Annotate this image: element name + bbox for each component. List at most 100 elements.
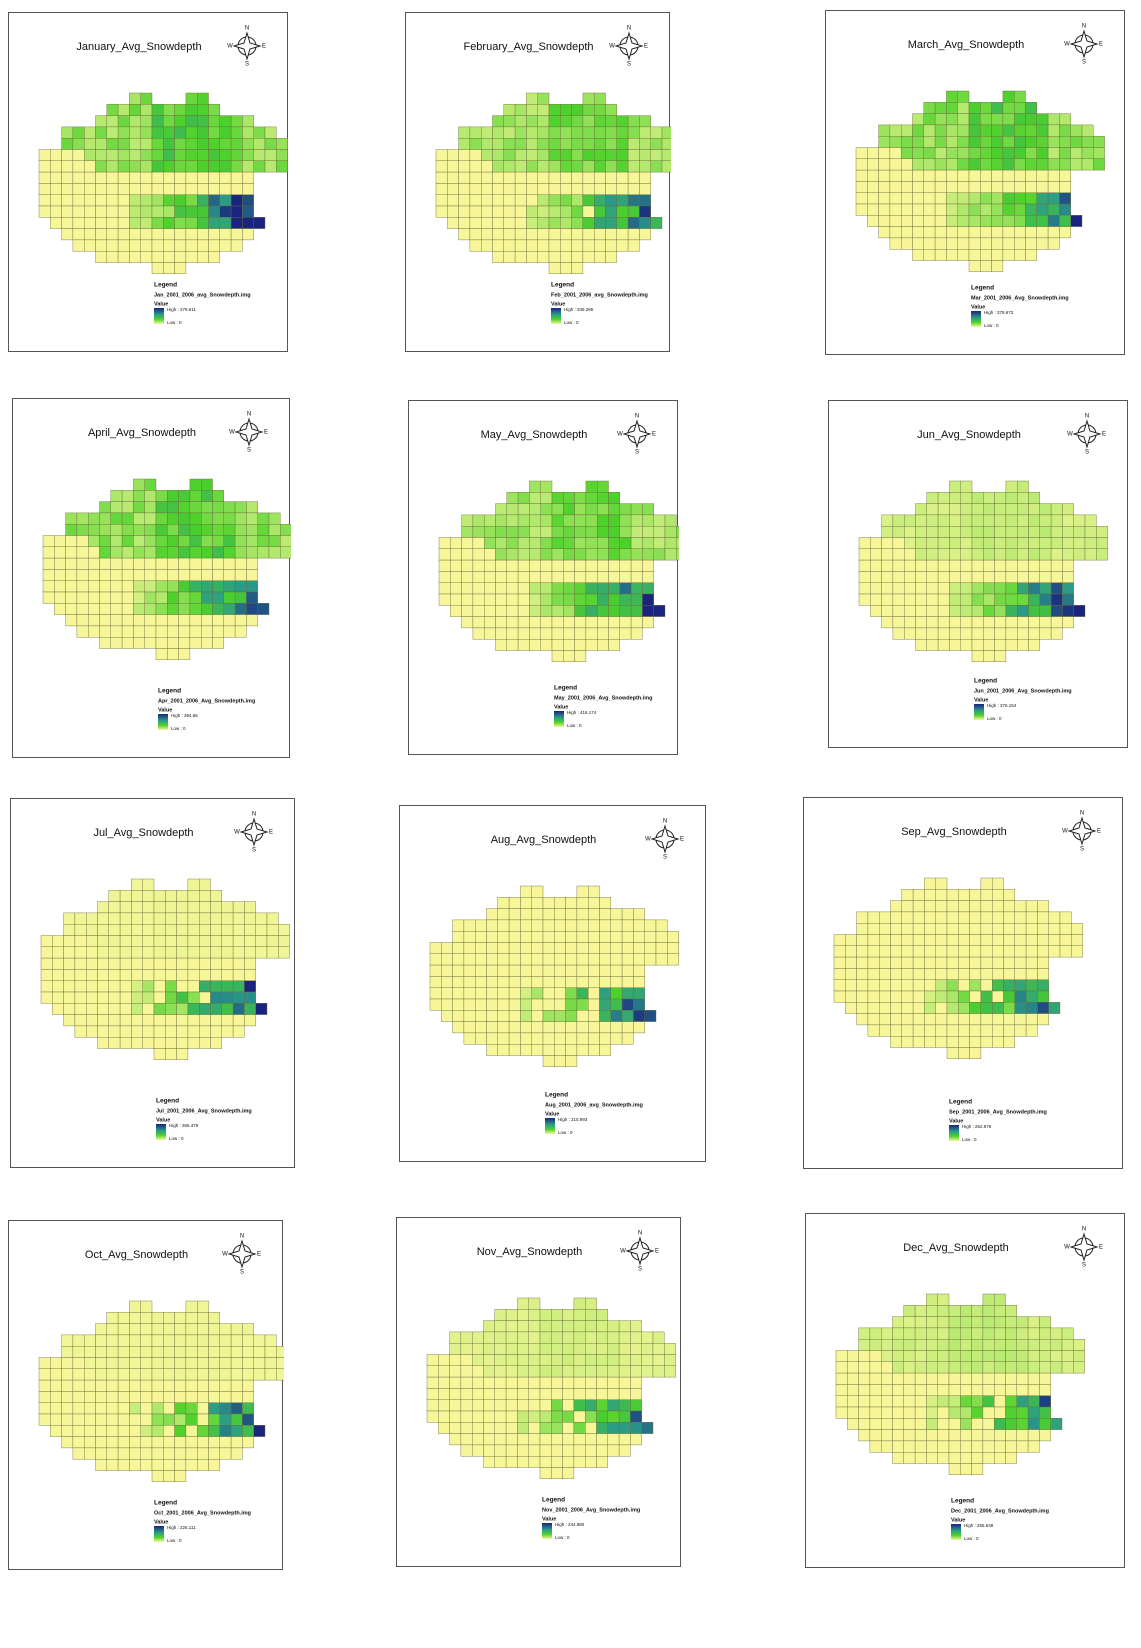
raster-cell bbox=[163, 1458, 175, 1471]
raster-cell bbox=[1039, 514, 1052, 527]
raster-cell bbox=[1002, 237, 1015, 250]
raster-cell bbox=[198, 1036, 211, 1049]
map-title: April_Avg_Snowdepth bbox=[88, 427, 196, 439]
raster-cell bbox=[926, 1293, 938, 1306]
raster-cell bbox=[1028, 559, 1041, 572]
raster-cell bbox=[627, 126, 640, 139]
raster-cell bbox=[560, 239, 572, 252]
map-panel: March_Avg_Snowdepth N S E W Legend Mar_2001_20… bbox=[825, 10, 1125, 355]
compass-star bbox=[614, 31, 644, 61]
raster-cell bbox=[618, 1388, 631, 1400]
raster-cell bbox=[563, 503, 575, 516]
raster-cell bbox=[924, 1024, 936, 1037]
raster-cell bbox=[106, 194, 119, 207]
raster-cell bbox=[189, 603, 202, 615]
raster-cell bbox=[969, 1024, 982, 1037]
raster-cell bbox=[551, 503, 564, 516]
raster-cell bbox=[949, 480, 961, 493]
raster-cell bbox=[517, 571, 530, 583]
raster-cell bbox=[517, 1354, 529, 1367]
raster-cell bbox=[198, 923, 211, 936]
raster-cell bbox=[208, 1357, 221, 1370]
raster-cell bbox=[878, 990, 891, 1003]
raster-cell bbox=[264, 1334, 277, 1347]
raster-cell bbox=[971, 1429, 984, 1442]
raster-cell bbox=[83, 1402, 96, 1415]
raster-cell bbox=[87, 546, 100, 559]
raster-cell bbox=[605, 239, 618, 252]
raster-cell bbox=[52, 935, 64, 948]
raster-cell bbox=[526, 171, 538, 184]
map-title: February_Avg_Snowdepth bbox=[463, 41, 593, 53]
raster-cell bbox=[993, 1384, 1006, 1396]
raster-cell bbox=[960, 514, 973, 527]
compass-w: W bbox=[1064, 42, 1070, 48]
raster-cell bbox=[469, 194, 482, 207]
raster-cell bbox=[438, 571, 451, 583]
raster-cell bbox=[610, 908, 623, 921]
raster-cell bbox=[655, 942, 668, 955]
raster-cell bbox=[937, 492, 950, 504]
raster-cell bbox=[619, 605, 632, 617]
raster-cell bbox=[140, 205, 153, 218]
raster-cell bbox=[212, 591, 225, 604]
raster-cell bbox=[630, 1422, 642, 1434]
raster-cell bbox=[219, 1447, 232, 1460]
raster-cell bbox=[50, 1357, 62, 1370]
raster-cell bbox=[232, 946, 245, 959]
raster-cell bbox=[596, 627, 609, 640]
raster-cell bbox=[1028, 503, 1041, 516]
raster-cell bbox=[1025, 102, 1038, 114]
raster-cell bbox=[892, 582, 905, 595]
raster-cell bbox=[994, 503, 1007, 516]
raster-cell bbox=[912, 215, 925, 227]
raster-cell bbox=[223, 546, 236, 559]
raster-cell bbox=[74, 1025, 87, 1038]
raster-cell bbox=[63, 1003, 76, 1015]
raster-cell bbox=[99, 501, 112, 514]
raster-cell bbox=[958, 1013, 970, 1026]
raster-cell bbox=[1005, 627, 1018, 640]
raster-cell bbox=[517, 1365, 529, 1378]
raster-cell bbox=[639, 137, 651, 150]
raster-cell bbox=[106, 149, 119, 162]
raster-cell bbox=[174, 1458, 187, 1471]
raster-cell bbox=[212, 501, 225, 514]
raster-cell bbox=[618, 1433, 631, 1446]
raster-cell bbox=[483, 616, 496, 629]
raster-cell bbox=[1039, 548, 1052, 561]
raster-cell bbox=[1047, 135, 1060, 148]
raster-cell bbox=[869, 1338, 882, 1351]
raster-cell bbox=[178, 501, 191, 514]
raster-cell bbox=[1059, 203, 1071, 216]
raster-cell bbox=[492, 160, 505, 173]
raster-cell bbox=[497, 942, 510, 955]
raster-cell bbox=[165, 1036, 177, 1049]
raster-cell bbox=[163, 1334, 175, 1347]
raster-cell bbox=[460, 1331, 473, 1344]
raster-cell bbox=[968, 226, 981, 239]
raster-cell bbox=[153, 890, 166, 902]
raster-cell bbox=[605, 104, 618, 116]
raster-cell bbox=[95, 1436, 108, 1449]
raster-cell bbox=[1005, 1395, 1018, 1408]
raster-cell bbox=[890, 968, 903, 980]
raster-cell bbox=[514, 171, 527, 184]
raster-cell bbox=[542, 1010, 555, 1022]
raster-cell bbox=[573, 1410, 586, 1423]
raster-cell bbox=[129, 1357, 141, 1370]
raster-cell bbox=[653, 514, 666, 527]
raster-cell bbox=[72, 1425, 85, 1437]
raster-cell bbox=[230, 1368, 243, 1381]
raster-cell bbox=[619, 616, 632, 629]
panel-canvas: March_Avg_SnowdepthNSEWLegendMar_2001_20… bbox=[855, 24, 1105, 328]
legend-high: High : 366.479 bbox=[169, 1123, 199, 1128]
raster-cell bbox=[208, 160, 221, 173]
raster-cell bbox=[531, 1032, 544, 1045]
raster-cell bbox=[38, 149, 51, 162]
raster-cell bbox=[508, 987, 521, 1000]
raster-cell bbox=[163, 1357, 175, 1370]
raster-cell bbox=[946, 102, 958, 114]
raster-cell bbox=[200, 557, 213, 570]
raster-cell bbox=[630, 503, 643, 516]
